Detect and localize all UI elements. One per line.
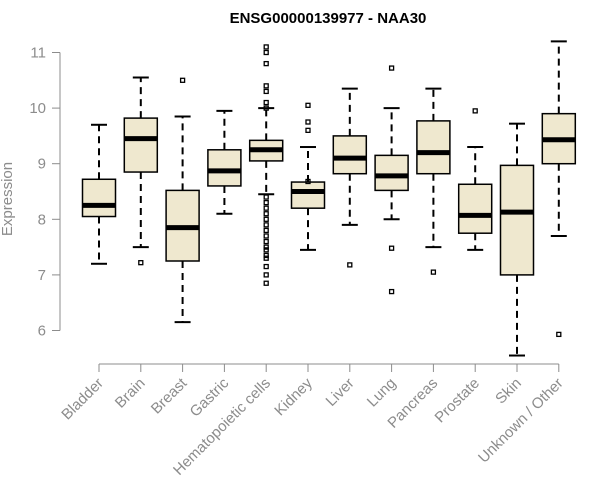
box-group (248, 44, 284, 286)
outlier-point (263, 227, 269, 234)
box (374, 154, 409, 192)
y-axis-label: Expression (0, 162, 16, 236)
box (81, 178, 117, 218)
box-group (374, 65, 409, 295)
outlier-point (263, 105, 269, 111)
outlier-point (263, 263, 269, 270)
outlier-point (263, 216, 269, 222)
box (499, 164, 535, 276)
box-group (165, 77, 200, 324)
outlier-point (263, 199, 269, 206)
outlier-point (347, 262, 353, 268)
x-tick-label: Liver (323, 375, 358, 410)
x-tick-label: Lung (364, 375, 400, 411)
y-tick-label: 9 (38, 156, 46, 173)
y-tick-label: 8 (38, 211, 46, 228)
outlier-point (263, 88, 269, 95)
box (332, 135, 368, 175)
chart-title: ENSG00000139977 - NAA30 (230, 10, 427, 27)
outlier-point (472, 108, 478, 114)
outlier-point (263, 60, 269, 67)
outlier-point (263, 244, 269, 250)
outlier-point (263, 222, 269, 228)
box (207, 149, 242, 187)
y-tick-label: 7 (38, 267, 46, 284)
x-tick-label: Breast (148, 374, 191, 417)
box (290, 181, 326, 209)
box-group (207, 109, 242, 215)
outlier-point (263, 247, 269, 253)
box-group (499, 122, 535, 357)
box-group (332, 87, 368, 268)
outlier-point (305, 178, 311, 185)
outlier-point (556, 331, 562, 338)
boxes (81, 40, 577, 357)
outlier-point (263, 83, 269, 89)
outlier-point (305, 102, 311, 108)
y-tick-label: 11 (30, 45, 46, 62)
outlier-point (263, 44, 269, 50)
x-tick-label: Brain (112, 375, 149, 412)
outlier-point (179, 77, 186, 83)
outlier-point (305, 119, 311, 125)
box-group (290, 102, 326, 251)
x-tick-label: Bladder (58, 375, 107, 424)
outlier-point (263, 252, 269, 259)
box (123, 117, 159, 173)
box-group (541, 40, 577, 338)
outlier-point (388, 65, 395, 71)
outlier-point (388, 288, 395, 295)
outlier-point (263, 233, 269, 239)
outlier-point (263, 238, 269, 245)
outlier-point (263, 99, 269, 106)
x-tick-label: Kidney (271, 374, 316, 419)
box (416, 120, 451, 175)
outlier-point (430, 269, 437, 275)
outlier-point (263, 255, 269, 261)
box-group (81, 123, 117, 265)
box (457, 183, 493, 234)
y-ticks: 6 7 8 9 10 11 (29, 45, 60, 340)
y-tick-label: 10 (29, 100, 46, 117)
outlier-point (263, 280, 269, 286)
box-group (416, 87, 451, 275)
y-tick-label: 6 (38, 323, 46, 340)
outlier-point (263, 205, 269, 211)
outlier-point (305, 127, 311, 133)
outlier-point (263, 272, 269, 278)
box-group (457, 108, 493, 251)
x-tick-label: Skin (492, 375, 525, 408)
outlier-point (263, 211, 269, 217)
outlier-point (263, 194, 269, 200)
outlier-point (388, 245, 395, 251)
box-group (123, 76, 159, 266)
x-tick-label: Prostate (431, 375, 483, 427)
outlier-point (263, 49, 269, 56)
outlier-point (138, 260, 144, 266)
